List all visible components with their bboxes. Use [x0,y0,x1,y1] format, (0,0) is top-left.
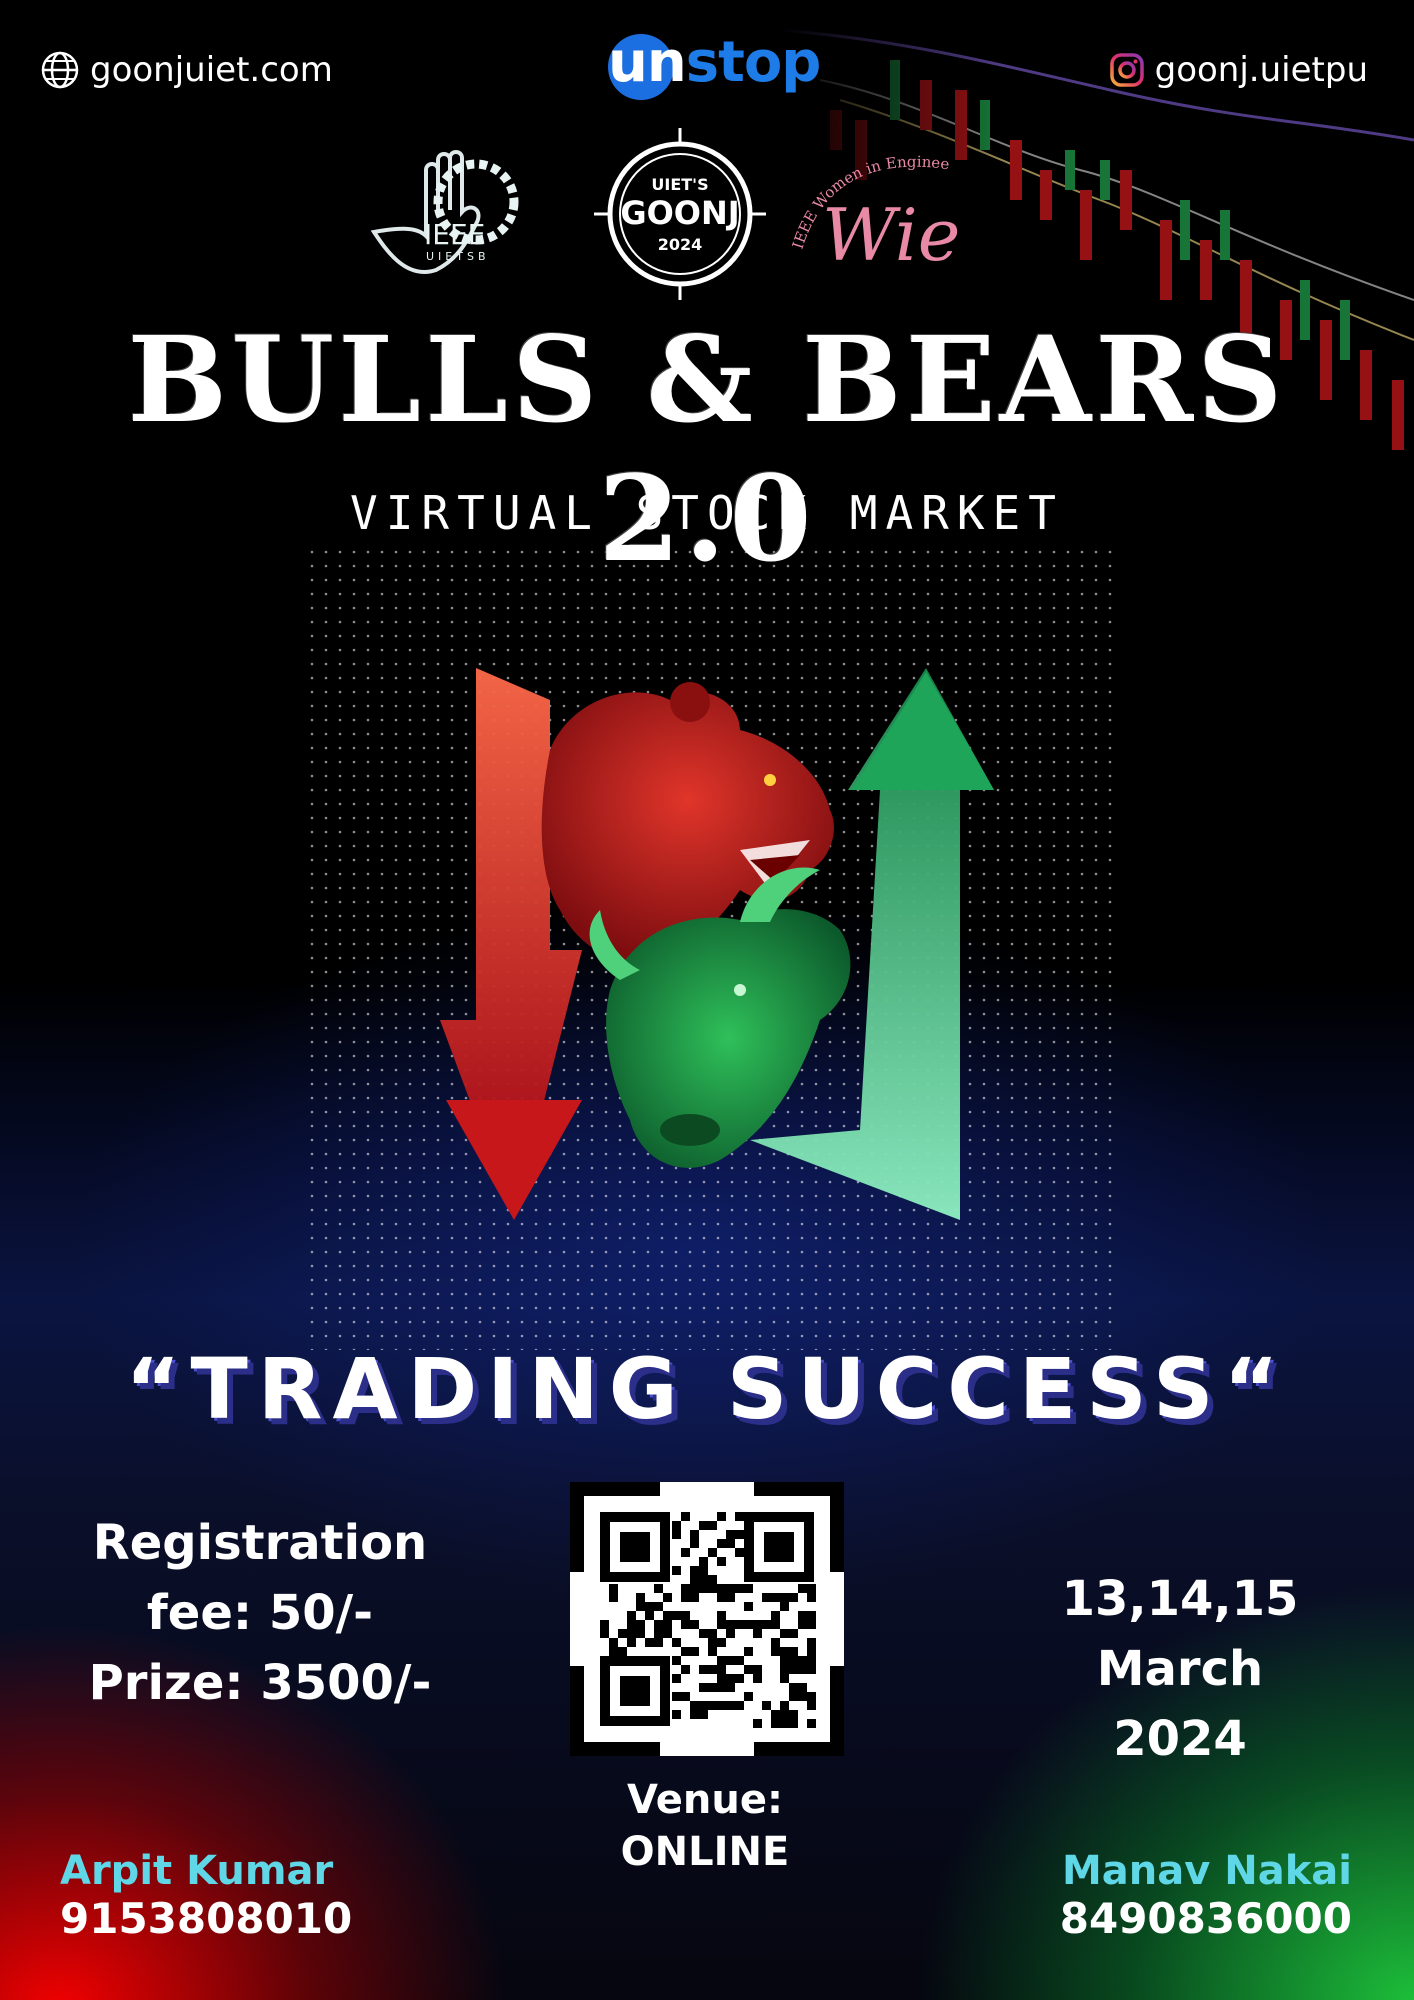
event-subtitle: VIRTUAL STOCK MARKET [350,486,1064,540]
contact-phone[interactable]: 9153808010 [60,1894,353,1943]
goonj-logo-main: GOONJ [620,194,739,232]
contact-phone[interactable]: 8490836000 [1059,1894,1352,1943]
unstop-circle [608,34,674,100]
registration-info: Registration fee: 50/- Prize: 3500/- [60,1508,460,1718]
goonj-logo-year: 2024 [658,235,703,254]
date-line1: 13,14,15 March [1061,1571,1299,1697]
prize-amount: Prize: 3500/- [88,1655,432,1711]
ieee-uiet-logo: IEEE UIETSB [370,150,519,274]
event-title: BULLS & BEARS 2.0 [127,310,1287,588]
instagram-handle: goonj.uietpu [1154,50,1368,90]
registration-line1: Registration [92,1515,428,1571]
instagram-icon [1109,53,1144,87]
date-line2: 2024 [1113,1711,1247,1767]
bull-head-icon [589,867,851,1168]
unstop-wordmark: unstop [608,30,821,95]
ieee-logo-subtext: UIETSB [426,250,490,263]
event-dates: 13,14,15 March 2024 [990,1564,1370,1774]
unstop-logo: unstop [608,30,821,100]
globe-icon [41,51,79,89]
contact-name: Manav Nakai [1061,1848,1352,1894]
contact-name: Arpit Kumar [60,1848,334,1894]
up-arrow-icon [750,668,994,1220]
venue-value: ONLINE [620,1829,790,1875]
contact-left: Arpit Kumar 9153808010 [60,1848,352,1943]
registration-qr-code[interactable] [570,1482,844,1756]
goonj-logo-top: UIET'S [651,175,708,194]
candlestick-background [780,0,1414,480]
contact-right: Manav Nakai 8490836000 [1060,1848,1352,1943]
wie-logo: IEEE Women in Engineering Wie [792,140,960,277]
website-text: goonjuiet.com [90,50,333,90]
venue-label: Venue: [627,1777,783,1823]
ieee-logo-text: IEEE [424,218,485,251]
tagline: “TRADING SUCCESS“ [125,1340,1289,1438]
venue-info: Venue: ONLINE [560,1774,850,1878]
instagram-link[interactable]: goonj.uietpu [1109,50,1368,90]
website-link[interactable]: goonjuiet.com [40,50,333,90]
wie-logo-text: Wie [822,193,960,277]
goonj-logo: UIET'S GOONJ 2024 [594,128,766,300]
registration-fee: fee: 50/- [146,1585,374,1641]
bull-bear-illustration [440,668,994,1220]
